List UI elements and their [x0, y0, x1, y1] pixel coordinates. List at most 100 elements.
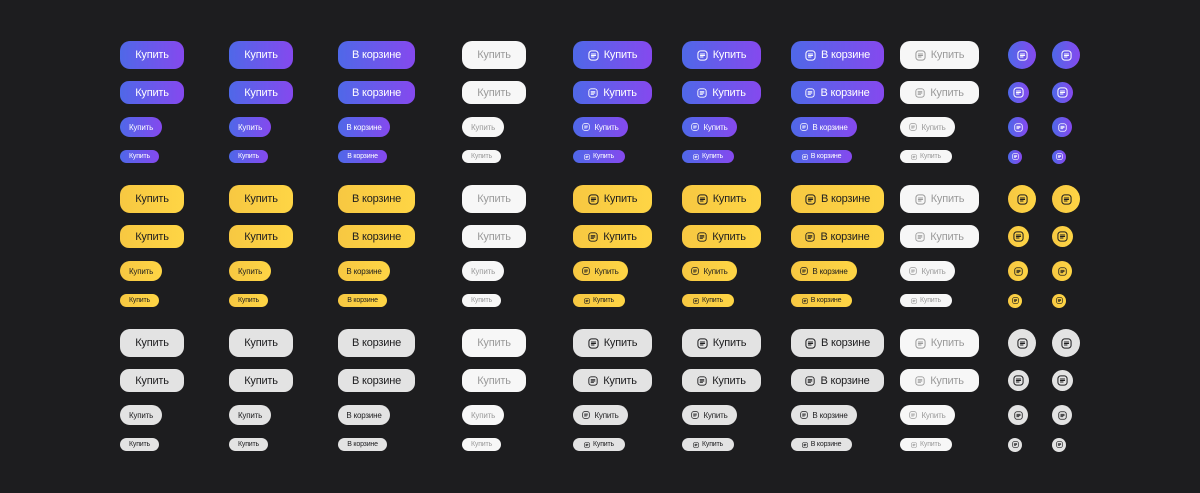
gray-icon-button-xs-col9[interactable]: [1008, 437, 1022, 452]
gray-buy-button-s-col6[interactable]: Купить: [682, 405, 737, 425]
gray-in-cart-button-m-col3[interactable]: В корзине: [338, 369, 415, 392]
purple-icon-button-l-col10[interactable]: [1052, 41, 1080, 69]
gray-in-cart-button-xs-col7[interactable]: В корзине: [791, 438, 852, 451]
yellow-buy-button-s-col5[interactable]: Купить: [573, 261, 628, 281]
purple-buy-button-xs-col5[interactable]: Купить: [573, 150, 625, 163]
gray-icon-button-s-col10[interactable]: [1052, 405, 1072, 425]
yellow-buy-button-l-col5[interactable]: Купить: [573, 185, 652, 213]
gray-buy-button-s-col1[interactable]: Купить: [120, 405, 162, 425]
gray-buy-button-m-col1[interactable]: Купить: [120, 369, 184, 392]
yellow-in-cart-button-s-col7[interactable]: В корзине: [791, 261, 857, 281]
gray-buy-button-xs-col2[interactable]: Купить: [229, 438, 268, 451]
purple-buy-button-s-col2[interactable]: Купить: [229, 117, 271, 137]
yellow-buy-button-m-col4[interactable]: Купить: [462, 225, 526, 248]
gray-in-cart-button-l-col3[interactable]: В корзине: [338, 329, 415, 357]
purple-buy-button-xs-col4[interactable]: Купить: [462, 150, 501, 163]
purple-buy-button-l-col1[interactable]: Купить: [120, 41, 184, 69]
purple-icon-button-s-col9[interactable]: [1008, 117, 1028, 137]
purple-buy-button-m-col2[interactable]: Купить: [229, 81, 293, 104]
yellow-icon-button-s-col9[interactable]: [1008, 261, 1028, 281]
purple-in-cart-button-s-col7[interactable]: В корзине: [791, 117, 857, 137]
purple-icon-button-xs-col10[interactable]: [1052, 149, 1066, 164]
purple-buy-button-m-col4[interactable]: Купить: [462, 81, 526, 104]
yellow-buy-button-m-col1[interactable]: Купить: [120, 225, 184, 248]
yellow-in-cart-button-l-col3[interactable]: В корзине: [338, 185, 415, 213]
purple-buy-button-s-col8[interactable]: Купить: [900, 117, 955, 137]
purple-buy-button-l-col2[interactable]: Купить: [229, 41, 293, 69]
yellow-buy-button-m-col5[interactable]: Купить: [573, 225, 652, 248]
gray-buy-button-s-col4[interactable]: Купить: [462, 405, 504, 425]
purple-icon-button-m-col10[interactable]: [1052, 82, 1073, 103]
yellow-in-cart-button-s-col3[interactable]: В корзине: [338, 261, 390, 281]
gray-buy-button-l-col4[interactable]: Купить: [462, 329, 526, 357]
gray-icon-button-xs-col10[interactable]: [1052, 437, 1066, 452]
yellow-buy-button-l-col1[interactable]: Купить: [120, 185, 184, 213]
purple-icon-button-m-col9[interactable]: [1008, 82, 1029, 103]
purple-buy-button-m-col5[interactable]: Купить: [573, 81, 652, 104]
yellow-buy-button-xs-col2[interactable]: Купить: [229, 294, 268, 307]
yellow-in-cart-button-m-col3[interactable]: В корзине: [338, 225, 415, 248]
purple-buy-button-s-col6[interactable]: Купить: [682, 117, 737, 137]
gray-buy-button-xs-col8[interactable]: Купить: [900, 438, 952, 451]
gray-buy-button-m-col8[interactable]: Купить: [900, 369, 979, 392]
yellow-buy-button-s-col8[interactable]: Купить: [900, 261, 955, 281]
yellow-in-cart-button-xs-col3[interactable]: В корзине: [338, 294, 387, 307]
gray-icon-button-l-col10[interactable]: [1052, 329, 1080, 357]
gray-buy-button-m-col5[interactable]: Купить: [573, 369, 652, 392]
purple-buy-button-l-col6[interactable]: Купить: [682, 41, 761, 69]
gray-buy-button-s-col2[interactable]: Купить: [229, 405, 271, 425]
yellow-buy-button-m-col2[interactable]: Купить: [229, 225, 293, 248]
purple-buy-button-m-col8[interactable]: Купить: [900, 81, 979, 104]
yellow-buy-button-s-col6[interactable]: Купить: [682, 261, 737, 281]
yellow-buy-button-xs-col5[interactable]: Купить: [573, 294, 625, 307]
purple-buy-button-l-col5[interactable]: Купить: [573, 41, 652, 69]
yellow-icon-button-xs-col10[interactable]: [1052, 293, 1066, 308]
purple-buy-button-xs-col2[interactable]: Купить: [229, 150, 268, 163]
yellow-buy-button-xs-col4[interactable]: Купить: [462, 294, 501, 307]
gray-in-cart-button-m-col7[interactable]: В корзине: [791, 369, 884, 392]
purple-in-cart-button-s-col3[interactable]: В корзине: [338, 117, 390, 137]
purple-buy-button-s-col4[interactable]: Купить: [462, 117, 504, 137]
yellow-buy-button-l-col8[interactable]: Купить: [900, 185, 979, 213]
gray-buy-button-m-col6[interactable]: Купить: [682, 369, 761, 392]
yellow-icon-button-m-col10[interactable]: [1052, 226, 1073, 247]
yellow-buy-button-xs-col6[interactable]: Купить: [682, 294, 734, 307]
purple-in-cart-button-xs-col7[interactable]: В корзине: [791, 150, 852, 163]
gray-in-cart-button-xs-col3[interactable]: В корзине: [338, 438, 387, 451]
gray-buy-button-m-col2[interactable]: Купить: [229, 369, 293, 392]
yellow-buy-button-s-col2[interactable]: Купить: [229, 261, 271, 281]
gray-icon-button-m-col9[interactable]: [1008, 370, 1029, 391]
purple-icon-button-l-col9[interactable]: [1008, 41, 1036, 69]
purple-buy-button-m-col6[interactable]: Купить: [682, 81, 761, 104]
yellow-buy-button-l-col6[interactable]: Купить: [682, 185, 761, 213]
purple-buy-button-xs-col8[interactable]: Купить: [900, 150, 952, 163]
purple-buy-button-xs-col1[interactable]: Купить: [120, 150, 159, 163]
purple-buy-button-s-col5[interactable]: Купить: [573, 117, 628, 137]
gray-icon-button-s-col9[interactable]: [1008, 405, 1028, 425]
yellow-buy-button-l-col2[interactable]: Купить: [229, 185, 293, 213]
yellow-icon-button-s-col10[interactable]: [1052, 261, 1072, 281]
gray-buy-button-l-col6[interactable]: Купить: [682, 329, 761, 357]
yellow-buy-button-xs-col1[interactable]: Купить: [120, 294, 159, 307]
purple-in-cart-button-xs-col3[interactable]: В корзине: [338, 150, 387, 163]
yellow-buy-button-xs-col8[interactable]: Купить: [900, 294, 952, 307]
gray-buy-button-xs-col6[interactable]: Купить: [682, 438, 734, 451]
purple-buy-button-s-col1[interactable]: Купить: [120, 117, 162, 137]
purple-in-cart-button-m-col7[interactable]: В корзине: [791, 81, 884, 104]
gray-icon-button-l-col9[interactable]: [1008, 329, 1036, 357]
gray-icon-button-m-col10[interactable]: [1052, 370, 1073, 391]
gray-in-cart-button-s-col7[interactable]: В корзине: [791, 405, 857, 425]
purple-buy-button-xs-col6[interactable]: Купить: [682, 150, 734, 163]
gray-in-cart-button-l-col7[interactable]: В корзине: [791, 329, 884, 357]
gray-buy-button-l-col2[interactable]: Купить: [229, 329, 293, 357]
yellow-buy-button-s-col1[interactable]: Купить: [120, 261, 162, 281]
yellow-buy-button-m-col8[interactable]: Купить: [900, 225, 979, 248]
gray-buy-button-xs-col1[interactable]: Купить: [120, 438, 159, 451]
yellow-icon-button-xs-col9[interactable]: [1008, 293, 1022, 308]
yellow-icon-button-l-col10[interactable]: [1052, 185, 1080, 213]
gray-buy-button-l-col5[interactable]: Купить: [573, 329, 652, 357]
gray-buy-button-xs-col5[interactable]: Купить: [573, 438, 625, 451]
gray-buy-button-l-col8[interactable]: Купить: [900, 329, 979, 357]
yellow-buy-button-s-col4[interactable]: Купить: [462, 261, 504, 281]
yellow-icon-button-l-col9[interactable]: [1008, 185, 1036, 213]
